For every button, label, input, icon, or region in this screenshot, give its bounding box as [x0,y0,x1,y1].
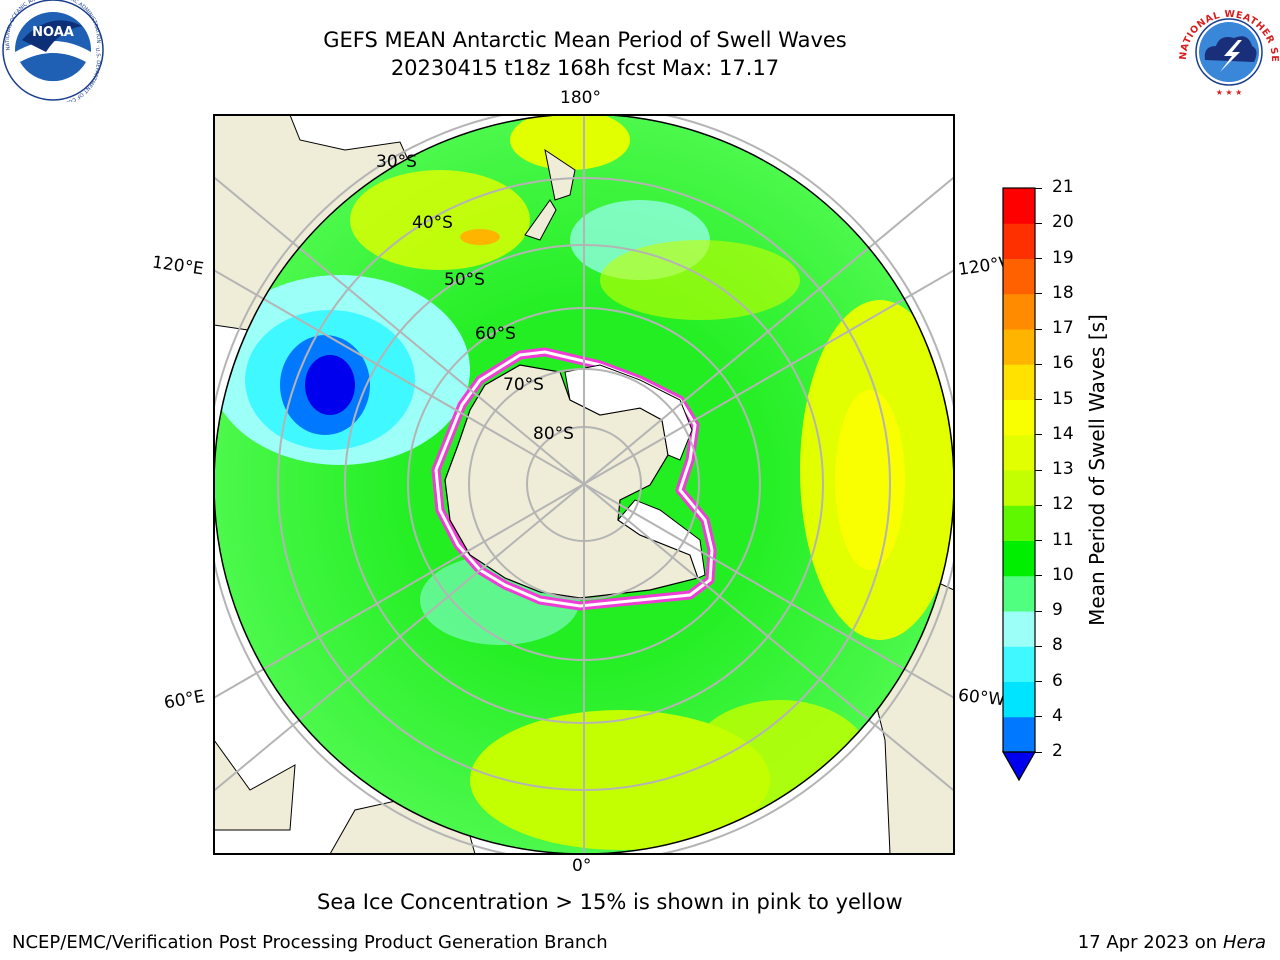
chart-title: GEFS MEAN Antarctic Mean Period of Swell… [323,28,847,52]
colorbar-tick-mark [1035,293,1042,295]
colorbar-segment [1003,293,1035,330]
colorbar-segment [1003,434,1035,471]
colorbar-tick-label: 2 [1052,741,1063,761]
lat-label-80s: 80°S [533,424,574,444]
footer-date-text: 17 Apr 2023 on [1077,932,1218,953]
colorbar-label: Mean Period of Swell Waves [s] [1085,314,1109,626]
colorbar-tick-mark [1035,363,1042,365]
colorbar-tick-label: 12 [1052,494,1074,515]
colorbar-tick-label: 16 [1052,353,1074,374]
colorbar-segment [1003,470,1035,506]
colorbar-tick-label: 19 [1052,247,1074,268]
colorbar-segment [1003,258,1035,295]
colorbar-tick-mark [1035,187,1042,189]
footer-date: 17 Apr 2023 on Hera [1078,932,1266,953]
colorbar-tick-label: 21 [1052,177,1074,197]
colorbar-segments [1003,188,1035,753]
lon-label-180: 180° [560,88,601,108]
colorbar-segment [1003,329,1035,365]
colorbar-segment [1003,575,1035,612]
noaa-logo: NATIONAL OCEANIC AND ATMOSPHERIC ADMINIS… [2,0,104,102]
colorbar-segment [1003,188,1035,224]
colorbar-tick-label: 18 [1052,282,1074,303]
colorbar-tick-mark [1035,681,1042,682]
colorbar-extend-arrow [1001,751,1037,782]
colorbar-tick-mark [1035,469,1042,471]
sea-ice-note: Sea Ice Concentration > 15% is shown in … [317,890,903,914]
colorbar-tick-mark [1035,716,1042,718]
colorbar-tick-mark [1035,645,1042,647]
lat-label-30s: 30°S [376,152,417,172]
colorbar-segment [1003,540,1035,577]
colorbar-tick-mark [1035,328,1042,330]
colorbar-tick-label: 10 [1052,564,1074,585]
graticule [214,115,954,854]
footer-host: Hera [1222,932,1266,953]
colorbar-tick-mark [1035,399,1042,400]
antarctica [431,347,717,611]
nws-logo: NATIONAL WEATHER SERVICE ★ ★ ★ [1178,0,1279,99]
footer-credit: NCEP/EMC/Verification Post Processing Pr… [12,932,608,953]
colorbar-tick-label: 14 [1052,423,1074,444]
colorbar-tick-label: 13 [1052,459,1074,479]
lat-label-40s: 40°S [412,213,453,233]
colorbar-segment [1003,681,1035,718]
colorbar-tick-mark [1035,504,1042,506]
colorbar-tick-label: 15 [1052,388,1074,409]
colorbar-segment [1003,646,1035,682]
colorbar-segment [1003,364,1035,400]
colorbar-tick-mark [1035,575,1042,577]
colorbar-segment [1003,505,1035,541]
colorbar-tick-label: 8 [1052,635,1063,656]
colorbar-tick-label: 4 [1052,705,1063,726]
lat-label-50s: 50°S [444,270,485,290]
noaa-logo-text: NOAA [32,25,74,40]
chart-subtitle: 20230415 t18z 168h fcst Max: 17.17 [390,56,780,80]
colorbar-tick-mark [1035,540,1042,541]
colorbar-tick-mark [1035,610,1042,612]
new-zealand [524,148,576,241]
svg-text:★ ★ ★: ★ ★ ★ [1216,88,1243,97]
colorbar-tick-mark [1035,222,1042,224]
lat-label-70s: 70°S [503,375,544,395]
lon-label-0: 0° [572,856,592,876]
lat-label-60s: 60°S [475,324,516,344]
colorbar-segment [1003,223,1035,259]
colorbar-segment [1003,716,1035,753]
colorbar-tick-label: 6 [1052,670,1063,691]
colorbar-tick-label: 17 [1052,318,1074,338]
colorbar-segment [1003,611,1035,647]
colorbar [1001,187,1037,782]
colorbar-tick-mark [1035,751,1042,753]
colorbar-tick-mark [1035,258,1042,259]
colorbar-tick-label: 20 [1052,212,1074,233]
colorbar-tick-mark [1035,434,1042,436]
colorbar-tick-label: 11 [1052,529,1074,550]
colorbar-segment [1003,399,1035,436]
colorbar-tick-label: 9 [1052,600,1063,620]
